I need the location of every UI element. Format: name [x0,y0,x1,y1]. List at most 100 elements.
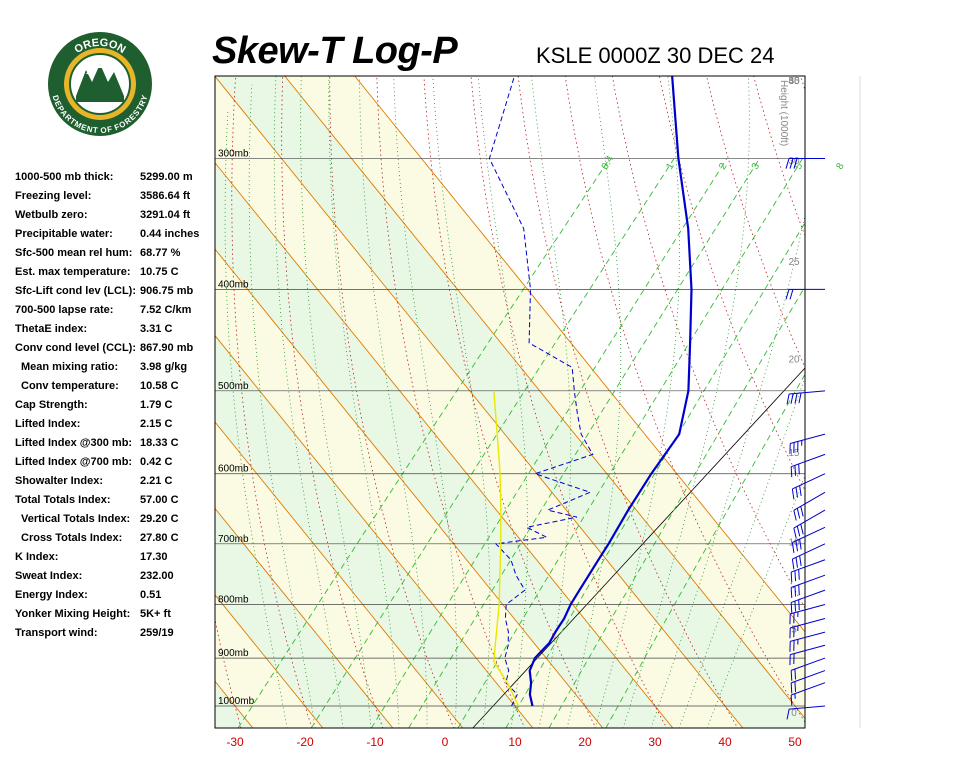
wind-barb [790,657,826,681]
index-value: 27.80 C [140,532,179,544]
barb-flag [794,570,797,582]
x-tick-label: 0 [442,735,449,749]
index-label: Showalter Index: [15,475,104,487]
x-tick-label: -30 [226,735,244,749]
index-label: Sfc-500 mean rel hum: [15,247,133,259]
barb-staff [792,543,826,560]
index-value: 259/19 [140,627,174,639]
mixing-ratio-line [408,158,760,728]
barb-flag [786,393,790,405]
odf-logo: OREGON DEPARTMENT OF FORESTRY [46,30,154,138]
index-value: 3.31 C [140,323,173,335]
dry-adiabat [611,76,805,609]
barb-staff [793,491,826,511]
barb-flag [798,599,800,611]
height-axis-label: Height (1000ft) [778,80,789,146]
wind-barb [793,509,826,539]
index-label: 700-500 lapse rate: [15,304,114,316]
height-tick-label: 50 [788,76,800,87]
barb-staff [790,644,826,656]
moist-adiabat [566,76,622,728]
dry-adiabat [878,0,960,741]
moist-adiabat [359,76,428,728]
dry-adiabat [842,0,960,741]
isobar-label: 600mb [218,464,249,475]
dry-adiabat [950,0,960,741]
x-tick-label: 20 [578,735,592,749]
isotherm-line [215,162,674,728]
barb-flag [790,587,793,598]
index-label: Sweat Index: [15,570,83,582]
mixing-ratio-line [605,373,805,728]
barb-staff [791,589,826,603]
barb-flag [795,487,799,498]
barb-staff [791,453,826,468]
mixing-ratio-line [548,285,805,728]
index-label: Est. max temperature: [15,266,131,278]
index-label: Cap Strength: [15,399,88,411]
index-value: 68.77 % [140,247,181,259]
isotherm-band [0,76,183,728]
isotherm-line [0,76,43,728]
barb-flag [793,528,797,539]
index-value: 2.21 C [140,475,173,487]
moist-adiabat [622,76,750,728]
mixing-ratio-label: 5 [793,161,806,172]
dry-adiabat [329,76,455,728]
index-value: 29.20 C [140,513,179,525]
isotherm-band [0,76,113,728]
plot-frame [214,75,806,729]
isotherm-line [0,76,113,728]
grid-lines [0,0,960,741]
index-value: 57.00 C [140,494,179,506]
index-label: Sfc-Lift cond lev (LCL): [15,285,136,297]
barb-staff [791,670,826,684]
isotherm-line [215,76,744,728]
barb-flag [785,289,790,300]
freezing-line [472,367,805,728]
barb-flag [796,526,801,537]
mixing-ratio-line [505,222,805,728]
barb-staff [789,390,826,395]
isobar-label: 1000mb [218,696,255,707]
wind-barb [789,433,826,454]
barb-flag [794,586,797,597]
mixing-ratio-line [457,158,803,728]
barb-staff [792,473,826,490]
dry-adiabat [231,76,313,728]
x-tick-label: 30 [648,735,662,749]
mixing-ratio-line [237,158,610,728]
dry-adiabat [564,76,805,723]
barb-staff [790,618,826,629]
index-value: 906.75 mb [140,285,194,297]
sounding-curves [488,76,693,707]
barb-flag [794,393,798,404]
isobar-label: 700mb [218,534,249,545]
index-label: Conv temperature: [21,380,119,392]
barb-staff [791,574,826,588]
height-tick-label: 20 [788,354,800,365]
wind-barb [790,589,826,613]
height-tick-label: 45 [788,76,800,87]
wind-barb [790,453,826,478]
barb-flag [795,557,799,568]
x-tick-label: -20 [296,735,314,749]
dry-adiabat [376,76,526,728]
wind-barb [789,604,826,625]
barb-flag [800,506,804,517]
wind-barb [791,543,826,570]
barb-flag [791,542,795,553]
index-value: 3.98 g/kg [140,361,188,373]
isotherm-line [0,76,183,728]
index-label: Vertical Totals Index: [21,513,131,525]
barb-flag [790,393,794,404]
height-tick-label: 40 [788,76,800,87]
index-value: 17.30 [140,551,168,563]
barb-flag [794,465,797,476]
height-tick-label: 0 [791,708,797,719]
index-label: Wetbulb zero: [15,209,88,221]
index-label: Lifted Index @700 mb: [15,456,133,468]
station-time-label: KSLE 0000Z 30 DEC 24 [536,43,775,68]
index-value: 5299.00 m [140,171,193,183]
